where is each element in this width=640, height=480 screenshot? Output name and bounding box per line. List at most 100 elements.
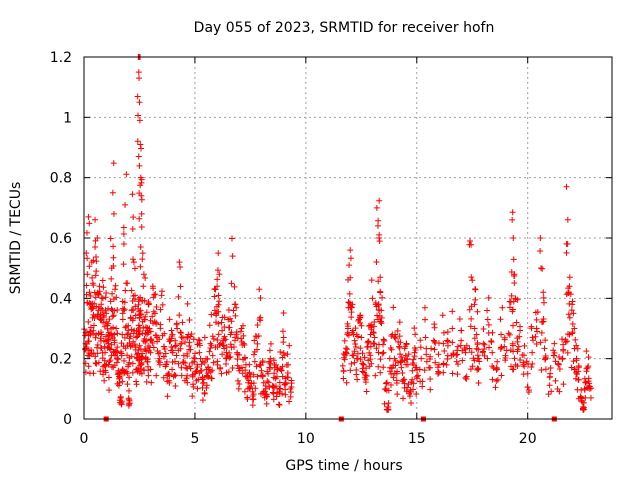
- data-point: [156, 361, 163, 368]
- data-point: [239, 322, 246, 329]
- data-point: [428, 345, 435, 352]
- data-point: [530, 337, 537, 344]
- data-point: [85, 338, 92, 345]
- data-point: [212, 286, 219, 293]
- data-point: [221, 314, 228, 321]
- data-point: [120, 261, 127, 268]
- data-point: [220, 342, 227, 349]
- data-point: [494, 358, 501, 365]
- data-point: [378, 314, 385, 321]
- data-point: [270, 357, 277, 364]
- data-point: [569, 320, 576, 327]
- data-point: [120, 231, 127, 238]
- data-point: [474, 352, 481, 359]
- data-point: [373, 258, 380, 265]
- data-point: [270, 396, 277, 403]
- data-point: [573, 371, 580, 378]
- data-point: [124, 370, 131, 377]
- data-point: [510, 322, 517, 329]
- data-point: [427, 353, 434, 360]
- data-point: [86, 263, 93, 270]
- data-point: [379, 294, 386, 301]
- data-point: [138, 210, 145, 217]
- data-point: [340, 375, 347, 382]
- data-point: [227, 353, 234, 360]
- data-point: [128, 287, 135, 294]
- data-point: [138, 360, 145, 367]
- data-point: [279, 363, 286, 370]
- data-point: [201, 390, 208, 397]
- data-point: [542, 337, 549, 344]
- data-point: [131, 341, 138, 348]
- data-point: [115, 356, 122, 363]
- data-point: [108, 330, 115, 337]
- data-point: [352, 343, 359, 350]
- data-point: [416, 366, 423, 373]
- data-point: [138, 145, 145, 152]
- data-point: [233, 304, 240, 311]
- data-point: [186, 343, 193, 350]
- data-point: [141, 316, 148, 323]
- data-point: [218, 370, 225, 377]
- data-point: [225, 368, 232, 375]
- data-point: [415, 372, 422, 379]
- data-point: [488, 338, 495, 345]
- data-point: [529, 349, 536, 356]
- data-point: [471, 357, 478, 364]
- data-point: [169, 347, 176, 354]
- data-point: [208, 342, 215, 349]
- data-point: [130, 259, 137, 266]
- data-point: [284, 374, 291, 381]
- x-tick-label: 15: [408, 431, 426, 447]
- data-point: [205, 364, 212, 371]
- data-point: [560, 347, 567, 354]
- data-point: [110, 210, 117, 217]
- data-point: [440, 369, 447, 376]
- data-point: [371, 318, 378, 325]
- data-point: [85, 213, 92, 220]
- data-point: [164, 393, 171, 400]
- data-point: [175, 293, 182, 300]
- data-point: [371, 334, 378, 341]
- data-point: [213, 312, 220, 319]
- data-point: [259, 357, 266, 364]
- data-point: [521, 363, 528, 370]
- data-point: [98, 331, 105, 338]
- data-point: [196, 337, 203, 344]
- data-point: [134, 93, 141, 100]
- data-point: [174, 325, 181, 332]
- data-point: [130, 214, 137, 221]
- data-point: [398, 364, 405, 371]
- data-point: [110, 312, 117, 319]
- data-point: [221, 324, 228, 331]
- data-point: [245, 377, 252, 384]
- data-point: [138, 192, 145, 199]
- data-point: [208, 311, 215, 318]
- data-point: [494, 376, 501, 383]
- data-point: [148, 379, 155, 386]
- data-point: [454, 361, 461, 368]
- data-point: [163, 358, 170, 365]
- data-point: [215, 308, 222, 315]
- data-point: [347, 255, 354, 262]
- data-point: [266, 358, 273, 365]
- data-point: [259, 390, 266, 397]
- data-point: [480, 340, 487, 347]
- data-point: [357, 345, 364, 352]
- data-point: [534, 328, 541, 335]
- data-point: [560, 381, 567, 388]
- data-point: [237, 328, 244, 335]
- data-point: [250, 380, 257, 387]
- data-point: [475, 366, 482, 373]
- data-point: [136, 75, 143, 82]
- data-point: [131, 265, 138, 272]
- data-point: [229, 365, 236, 372]
- data-point: [232, 312, 239, 319]
- data-point: [99, 295, 106, 302]
- data-point: [552, 377, 559, 384]
- data-point: [517, 356, 524, 363]
- data-point: [388, 370, 395, 377]
- data-point: [388, 346, 395, 353]
- data-point: [394, 368, 401, 375]
- data-point: [425, 364, 432, 371]
